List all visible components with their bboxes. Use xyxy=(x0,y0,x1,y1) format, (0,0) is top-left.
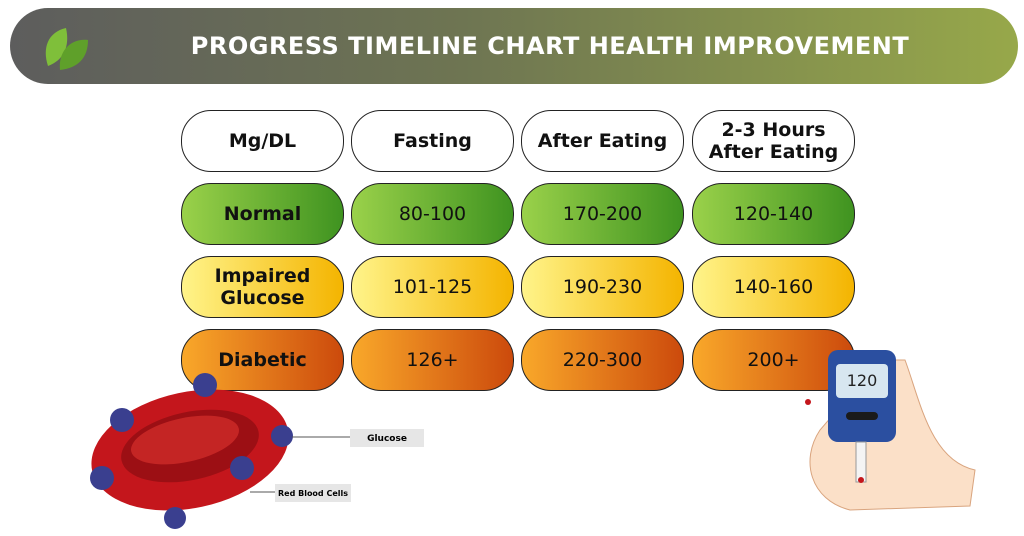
table-cell: 80-100 xyxy=(351,183,514,245)
row-header: Diabetic xyxy=(181,329,344,391)
table-cell: 190-230 xyxy=(521,256,684,318)
table-cell: 120-140 xyxy=(692,183,855,245)
red-blood-cell: Glucose Red Blood Cells xyxy=(90,373,424,529)
leaf-icon xyxy=(45,28,88,70)
table-cell: 220-300 xyxy=(521,329,684,391)
cells-label: Red Blood Cells xyxy=(278,489,348,498)
column-header: Mg/DL xyxy=(181,110,344,172)
title: PROGRESS TIMELINE CHART HEALTH IMPROVEME… xyxy=(190,32,910,60)
table-cell: 126+ xyxy=(351,329,514,391)
table-cell: 170-200 xyxy=(521,183,684,245)
table-cell: 101-125 xyxy=(351,256,514,318)
banner: PROGRESS TIMELINE CHART HEALTH IMPROVEME… xyxy=(10,8,1018,84)
table-cell: 140-160 xyxy=(692,256,855,318)
column-header: After Eating xyxy=(521,110,684,172)
row-header: Normal xyxy=(181,183,344,245)
glucose-label: Glucose xyxy=(367,434,407,444)
table-cell: 200+ xyxy=(692,329,855,391)
row-header: Impaired Glucose xyxy=(181,256,344,318)
column-header: 2-3 Hours After Eating xyxy=(692,110,855,172)
column-header: Fasting xyxy=(351,110,514,172)
